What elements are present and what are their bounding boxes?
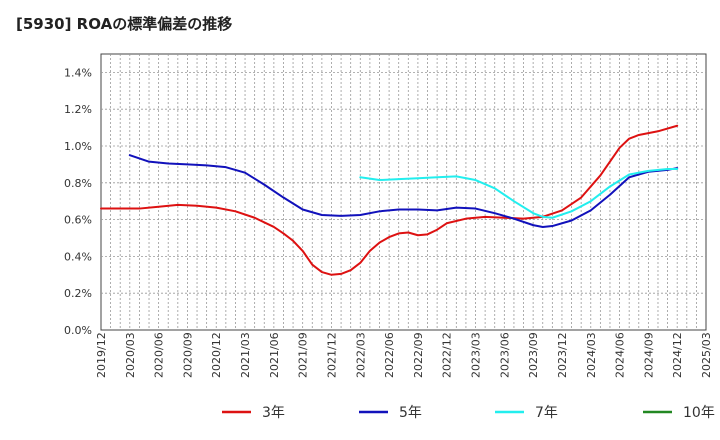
x-tick-label: 2021/12 [325,332,338,378]
y-tick-label: 0.2% [64,287,92,300]
x-tick-label: 2022/09 [412,332,425,378]
x-tick-label: 2020/12 [210,332,223,378]
y-tick-label: 1.0% [64,140,92,153]
x-tick-label: 2023/09 [527,332,540,378]
x-tick-label: 2020/03 [124,332,137,378]
x-tick-label: 2023/03 [470,332,483,378]
x-tick-label: 2023/06 [498,332,511,378]
x-tick-label: 2019/12 [95,332,108,378]
y-tick-label: 0.6% [64,214,92,227]
series-line-7年 [359,168,679,219]
x-tick-label: 2024/03 [585,332,598,378]
legend-label: 10年 [683,405,715,421]
y-tick-label: 1.4% [64,66,92,79]
y-tick-label: 1.2% [64,103,92,116]
x-tick-label: 2021/03 [239,332,252,378]
chart-title: [5930] ROAの標準偏差の推移 [16,15,233,33]
x-tick-label: 2020/06 [153,332,166,378]
series-line-3年 [100,124,679,276]
x-tick-label: 2025/03 [700,332,713,378]
x-tick-label: 2024/09 [642,332,655,378]
plot-area [100,53,707,331]
x-tick-label: 2020/09 [181,332,194,378]
x-tick-label: 2022/06 [383,332,396,378]
y-tick-label: 0.8% [64,177,92,190]
y-tick-label: 0.0% [64,324,92,337]
legend-label: 7年 [535,405,558,421]
x-tick-label: 2023/12 [556,332,569,378]
legend-label: 3年 [262,405,285,421]
x-tick-label: 2021/06 [268,332,281,378]
series-line-5年 [128,154,679,228]
x-tick-label: 2021/09 [297,332,310,378]
x-tick-label: 2022/12 [441,332,454,378]
x-tick-label: 2024/06 [614,332,627,378]
x-tick-label: 2022/03 [354,332,367,378]
y-tick-label: 0.4% [64,250,92,263]
legend-label: 5年 [399,405,422,421]
x-tick-label: 2024/12 [671,332,684,378]
